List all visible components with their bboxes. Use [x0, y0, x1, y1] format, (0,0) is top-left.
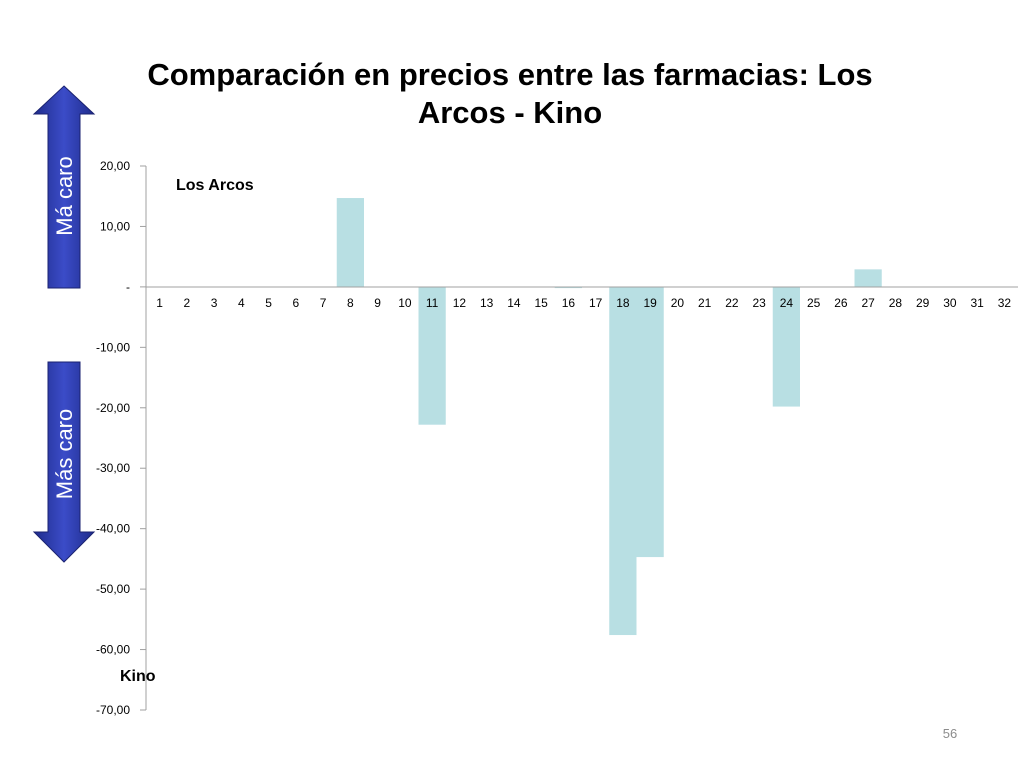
- x-tick-label: 23: [752, 296, 766, 310]
- x-tick-label: 6: [293, 296, 300, 310]
- annotation-kino: Kino: [120, 668, 156, 685]
- bar-18: [609, 286, 637, 636]
- x-tick-label: 12: [453, 296, 467, 310]
- x-tick-label: 22: [725, 296, 739, 310]
- x-tick-label: 32: [998, 296, 1012, 310]
- x-tick-label: 18: [616, 296, 630, 310]
- x-tick-label: 26: [834, 296, 848, 310]
- x-tick-label: 30: [943, 296, 957, 310]
- y-tick-label: 10,00: [100, 219, 130, 233]
- x-tick-label: 16: [562, 296, 576, 310]
- y-tick-label: -30,00: [96, 461, 130, 475]
- x-tick-label: 31: [970, 296, 984, 310]
- y-tick-label: -: [126, 280, 130, 294]
- page-number: 56: [942, 726, 958, 741]
- x-tick-label: 15: [534, 296, 548, 310]
- x-tick-label: 8: [347, 296, 354, 310]
- x-tick-label: 14: [507, 296, 521, 310]
- x-tick-label: 20: [671, 296, 685, 310]
- x-tick-label: 2: [184, 296, 191, 310]
- x-tick-label: 10: [398, 296, 412, 310]
- up-arrow-icon: Má caro: [32, 85, 96, 289]
- y-tick-label: -10,00: [96, 340, 130, 354]
- bar-8: [336, 198, 364, 287]
- x-tick-label: 29: [916, 296, 930, 310]
- x-tick-label: 17: [589, 296, 603, 310]
- x-tick-label: 27: [861, 296, 875, 310]
- x-tick-label: 5: [265, 296, 272, 310]
- x-tick-label: 11: [426, 296, 439, 310]
- annotation-los-arcos: Los Arcos: [176, 177, 254, 194]
- x-tick-label: 7: [320, 296, 327, 310]
- down-arrow-icon: Más caro: [32, 361, 96, 563]
- y-tick-label: 20,00: [100, 159, 130, 173]
- chart-title: Comparación en precios entre las farmaci…: [147, 57, 873, 130]
- y-tick-label: -70,00: [96, 703, 130, 717]
- x-axis-ticks: 1 2 3 4 5 6 7 8 9 10 11 12 13 14 15 16 17 18 19 20 21 22 23 24 2…: [156, 296, 1011, 310]
- x-tick-label: 13: [480, 296, 494, 310]
- bars: [336, 198, 882, 636]
- up-arrow-label: Má caro: [52, 156, 77, 235]
- y-axis-ticks: 20,00 10,00 - -10,00 -20,00 -30,00 -40,00 -50,0…: [96, 159, 146, 717]
- x-tick-label: 4: [238, 296, 245, 310]
- y-tick-label: -20,00: [96, 401, 130, 415]
- bar-24: [772, 286, 800, 407]
- y-tick-label: -40,00: [96, 522, 130, 536]
- x-tick-label: 9: [374, 296, 381, 310]
- bar-19: [636, 286, 664, 558]
- x-tick-label: 21: [698, 296, 712, 310]
- x-tick-label: 3: [211, 296, 218, 310]
- x-tick-label: 24: [780, 296, 794, 310]
- x-tick-label: 19: [643, 296, 657, 310]
- x-tick-label: 1: [156, 296, 163, 310]
- down-arrow-label: Más caro: [52, 409, 77, 499]
- y-tick-label: -60,00: [96, 643, 130, 657]
- y-tick-label: -50,00: [96, 582, 130, 596]
- x-tick-label: 28: [889, 296, 903, 310]
- x-tick-label: 25: [807, 296, 821, 310]
- bar-27: [854, 269, 882, 287]
- bar-11: [418, 286, 446, 425]
